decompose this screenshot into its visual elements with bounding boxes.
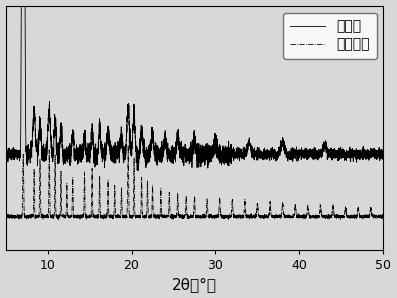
单晶拟合 bbox=[3, 216, 8, 219]
Legend: 本发明, 单晶拟合: 本发明, 单晶拟合 bbox=[283, 13, 376, 58]
单晶拟合 bbox=[226, 218, 231, 221]
单晶拟合 bbox=[381, 215, 386, 219]
单晶拟合 bbox=[314, 215, 319, 218]
本发明 bbox=[136, 169, 141, 173]
本发明 bbox=[249, 148, 254, 151]
单晶拟合 bbox=[72, 215, 77, 219]
Line: 单晶拟合: 单晶拟合 bbox=[6, 145, 384, 219]
本发明 bbox=[3, 156, 8, 159]
X-axis label: 2θ（°）: 2θ（°） bbox=[172, 277, 217, 292]
本发明 bbox=[285, 153, 290, 157]
本发明 bbox=[381, 156, 386, 160]
单晶拟合 bbox=[230, 199, 235, 203]
本发明 bbox=[72, 150, 77, 154]
单晶拟合 bbox=[249, 216, 254, 220]
Line: 本发明: 本发明 bbox=[6, 0, 384, 171]
单晶拟合 bbox=[285, 215, 290, 218]
单晶拟合 bbox=[148, 214, 152, 218]
本发明 bbox=[314, 154, 319, 158]
本发明 bbox=[230, 154, 235, 157]
本发明 bbox=[148, 142, 152, 146]
单晶拟合 bbox=[126, 143, 131, 147]
